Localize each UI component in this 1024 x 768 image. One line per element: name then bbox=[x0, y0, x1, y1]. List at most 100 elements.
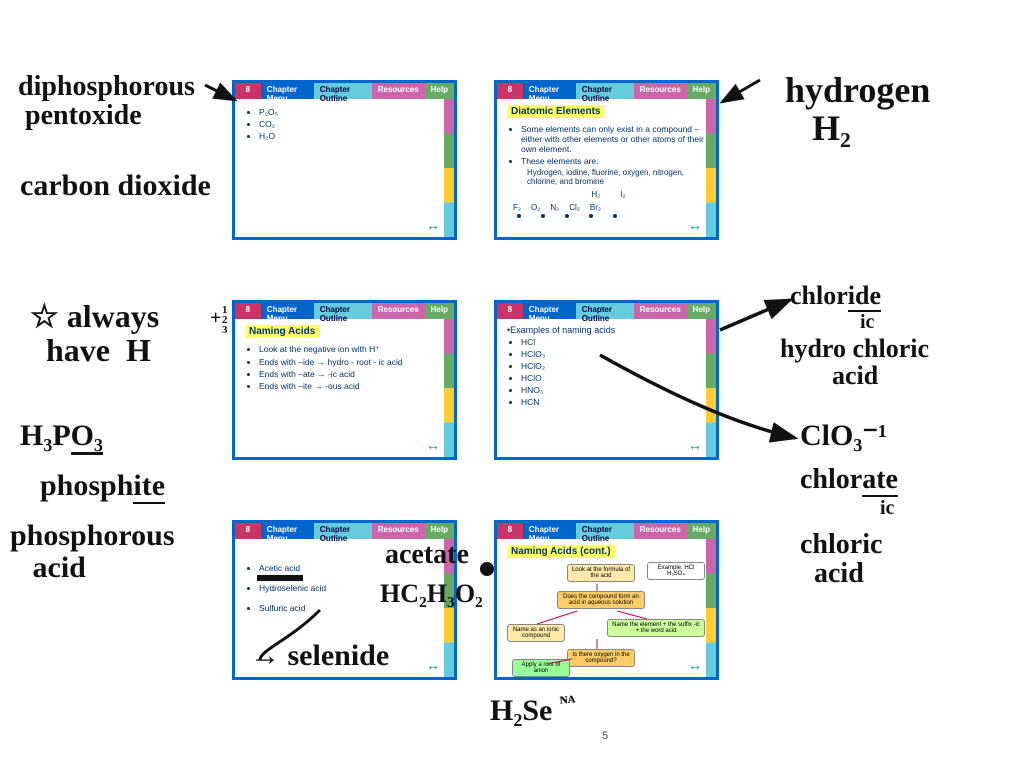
tab-help[interactable]: Help bbox=[687, 523, 716, 539]
chapter-badge: 8 bbox=[235, 523, 261, 539]
nav-arrows-icon[interactable]: ↔ bbox=[688, 217, 702, 233]
handwriting: hydro chloric acid bbox=[780, 335, 929, 390]
handwriting: HC₂H₃O₂ bbox=[380, 580, 483, 607]
list-item: CO₂ bbox=[259, 119, 442, 129]
ink-dot bbox=[480, 562, 494, 576]
list-item: HCl bbox=[521, 337, 704, 347]
tab-row: 8 Chapter Menu Chapter Outline Resources… bbox=[497, 523, 716, 539]
slide-naming-acids: 8 Chapter Menu Chapter Outline Resources… bbox=[232, 300, 457, 460]
page-number: 5 bbox=[602, 730, 608, 742]
arrow bbox=[205, 85, 235, 100]
handwriting-superscript: + bbox=[210, 308, 221, 329]
chapter-badge: 8 bbox=[497, 303, 523, 319]
nav-arrows-icon[interactable]: ↔ bbox=[426, 217, 440, 233]
element: O₂ bbox=[531, 203, 540, 212]
tab-row: 8 Chapter Menu Chapter Outline Resources… bbox=[497, 303, 716, 319]
slide-heading: Naming Acids bbox=[245, 325, 319, 338]
tab-outline[interactable]: Chapter Outline bbox=[576, 83, 634, 99]
tab-resources[interactable]: Resources bbox=[372, 523, 425, 539]
handwriting: phosphite bbox=[40, 470, 165, 502]
tab-resources[interactable]: Resources bbox=[634, 523, 687, 539]
tab-help[interactable]: Help bbox=[687, 83, 716, 99]
arrow bbox=[720, 300, 790, 330]
chapter-badge: 8 bbox=[497, 83, 523, 99]
element: I₂ bbox=[620, 190, 625, 199]
list-item: HNO₃ bbox=[521, 385, 704, 395]
tab-help[interactable]: Help bbox=[425, 303, 454, 319]
nav-arrows-icon[interactable]: ↔ bbox=[426, 657, 440, 673]
tab-menu[interactable]: Chapter Menu bbox=[523, 83, 576, 99]
chapter-badge: 8 bbox=[235, 303, 261, 319]
tab-menu[interactable]: Chapter Menu bbox=[523, 303, 576, 319]
dots bbox=[507, 214, 704, 218]
handwriting: H₂Se bbox=[490, 695, 552, 727]
handwriting: ic bbox=[860, 312, 874, 333]
tab-outline[interactable]: Chapter Outline bbox=[314, 523, 372, 539]
list-item: HCN bbox=[521, 397, 704, 407]
element: Br₂ bbox=[590, 203, 601, 212]
tab-resources[interactable]: Resources bbox=[372, 83, 425, 99]
tab-menu[interactable]: Chapter Menu bbox=[261, 303, 314, 319]
slide-heading: Diatomic Elements bbox=[507, 105, 604, 118]
tab-row: 8 Chapter Menu Chapter Outline Resources… bbox=[235, 83, 454, 99]
slide-heading: •Examples of naming acids bbox=[507, 325, 704, 335]
slide-body: Naming Acids Look at the negative ion wi… bbox=[235, 319, 454, 457]
nav-arrows-icon[interactable]: ↔ bbox=[426, 437, 440, 453]
tab-outline[interactable]: Chapter Outline bbox=[314, 83, 372, 99]
tab-help[interactable]: Help bbox=[425, 83, 454, 99]
slide-diatomic: 8 Chapter Menu Chapter Outline Resources… bbox=[494, 80, 719, 240]
tab-outline[interactable]: Chapter Outline bbox=[576, 303, 634, 319]
tab-resources[interactable]: Resources bbox=[634, 303, 687, 319]
handwriting: ClO₃⁻¹ bbox=[800, 420, 887, 452]
nav-arrows-icon[interactable]: ↔ bbox=[688, 437, 702, 453]
tab-resources[interactable]: Resources bbox=[372, 303, 425, 319]
element: N₂ bbox=[550, 203, 559, 212]
handwriting-fraction: 1 2 3 bbox=[222, 306, 228, 336]
list-item: Ends with –ite → -ous acid bbox=[259, 381, 442, 391]
handwriting: diphosphorous pentoxide bbox=[18, 72, 195, 131]
list-item: Ends with –ide → hydro - root - ic acid bbox=[259, 357, 442, 367]
tab-row: 8 Chapter Menu Chapter Outline Resources… bbox=[235, 523, 454, 539]
flow-lines bbox=[497, 539, 722, 699]
slide-body: •Examples of naming acids HCl HClO₃ HClO… bbox=[497, 319, 716, 457]
handwriting: chloric acid bbox=[800, 530, 882, 589]
slide-naming-flow: 8 Chapter Menu Chapter Outline Resources… bbox=[494, 520, 719, 680]
handwriting: H₃PO₃ bbox=[20, 420, 103, 452]
slide-body: P₂O₅ CO₂ H₂O ↔ bbox=[235, 99, 454, 237]
list-item: H₂O bbox=[259, 131, 442, 141]
handwriting: phosphorous acid bbox=[10, 520, 175, 583]
nav-arrows-icon[interactable]: ↔ bbox=[688, 657, 702, 673]
tab-menu[interactable]: Chapter Menu bbox=[523, 523, 576, 539]
handwriting: carbon dioxide bbox=[20, 170, 211, 202]
sub-text: Hydrogen, iodine, fluorine, oxygen, nitr… bbox=[507, 168, 704, 186]
handwriting: ☆ always have H bbox=[30, 300, 159, 367]
handwriting: ic bbox=[880, 498, 894, 519]
list-item: Some elements can only exist in a compou… bbox=[521, 124, 704, 154]
tab-outline[interactable]: Chapter Outline bbox=[314, 303, 372, 319]
list-item: Look at the negative ion with H⁺ bbox=[259, 344, 442, 355]
tab-row: 8 Chapter Menu Chapter Outline Resources… bbox=[497, 83, 716, 99]
scribble-underline bbox=[257, 575, 303, 581]
tab-help[interactable]: Help bbox=[425, 523, 454, 539]
handwriting: chlorate bbox=[800, 465, 898, 494]
handwriting-scribble: ᴺᴬ bbox=[559, 692, 576, 712]
arrow bbox=[722, 80, 760, 102]
element: Cl₂ bbox=[569, 203, 580, 212]
slide-body: Naming Acids (cont.) Look at the formula… bbox=[497, 539, 716, 677]
tab-menu[interactable]: Chapter Menu bbox=[261, 83, 314, 99]
slide-acid-examples: 8 Chapter Menu Chapter Outline Resources… bbox=[494, 300, 719, 460]
list-item: P₂O₅ bbox=[259, 107, 442, 117]
slide-body: Diatomic Elements Some elements can only… bbox=[497, 99, 716, 237]
list-item: HClO₃ bbox=[521, 349, 704, 359]
tab-resources[interactable]: Resources bbox=[634, 83, 687, 99]
handwriting: → selenide bbox=[250, 640, 389, 672]
tab-outline[interactable]: Chapter Outline bbox=[576, 523, 634, 539]
diatomic-row1: H₂ I₂ bbox=[507, 190, 704, 199]
list-item: HClO₂ bbox=[521, 361, 704, 371]
tab-help[interactable]: Help bbox=[687, 303, 716, 319]
tab-menu[interactable]: Chapter Menu bbox=[261, 523, 314, 539]
diatomic-row2: F₂ O₂ N₂ Cl₂ Br₂ bbox=[507, 203, 704, 212]
handwriting: hydrogen H₂ bbox=[785, 72, 930, 148]
element: F₂ bbox=[513, 203, 521, 212]
slide-formulas: 8 Chapter Menu Chapter Outline Resources… bbox=[232, 80, 457, 240]
